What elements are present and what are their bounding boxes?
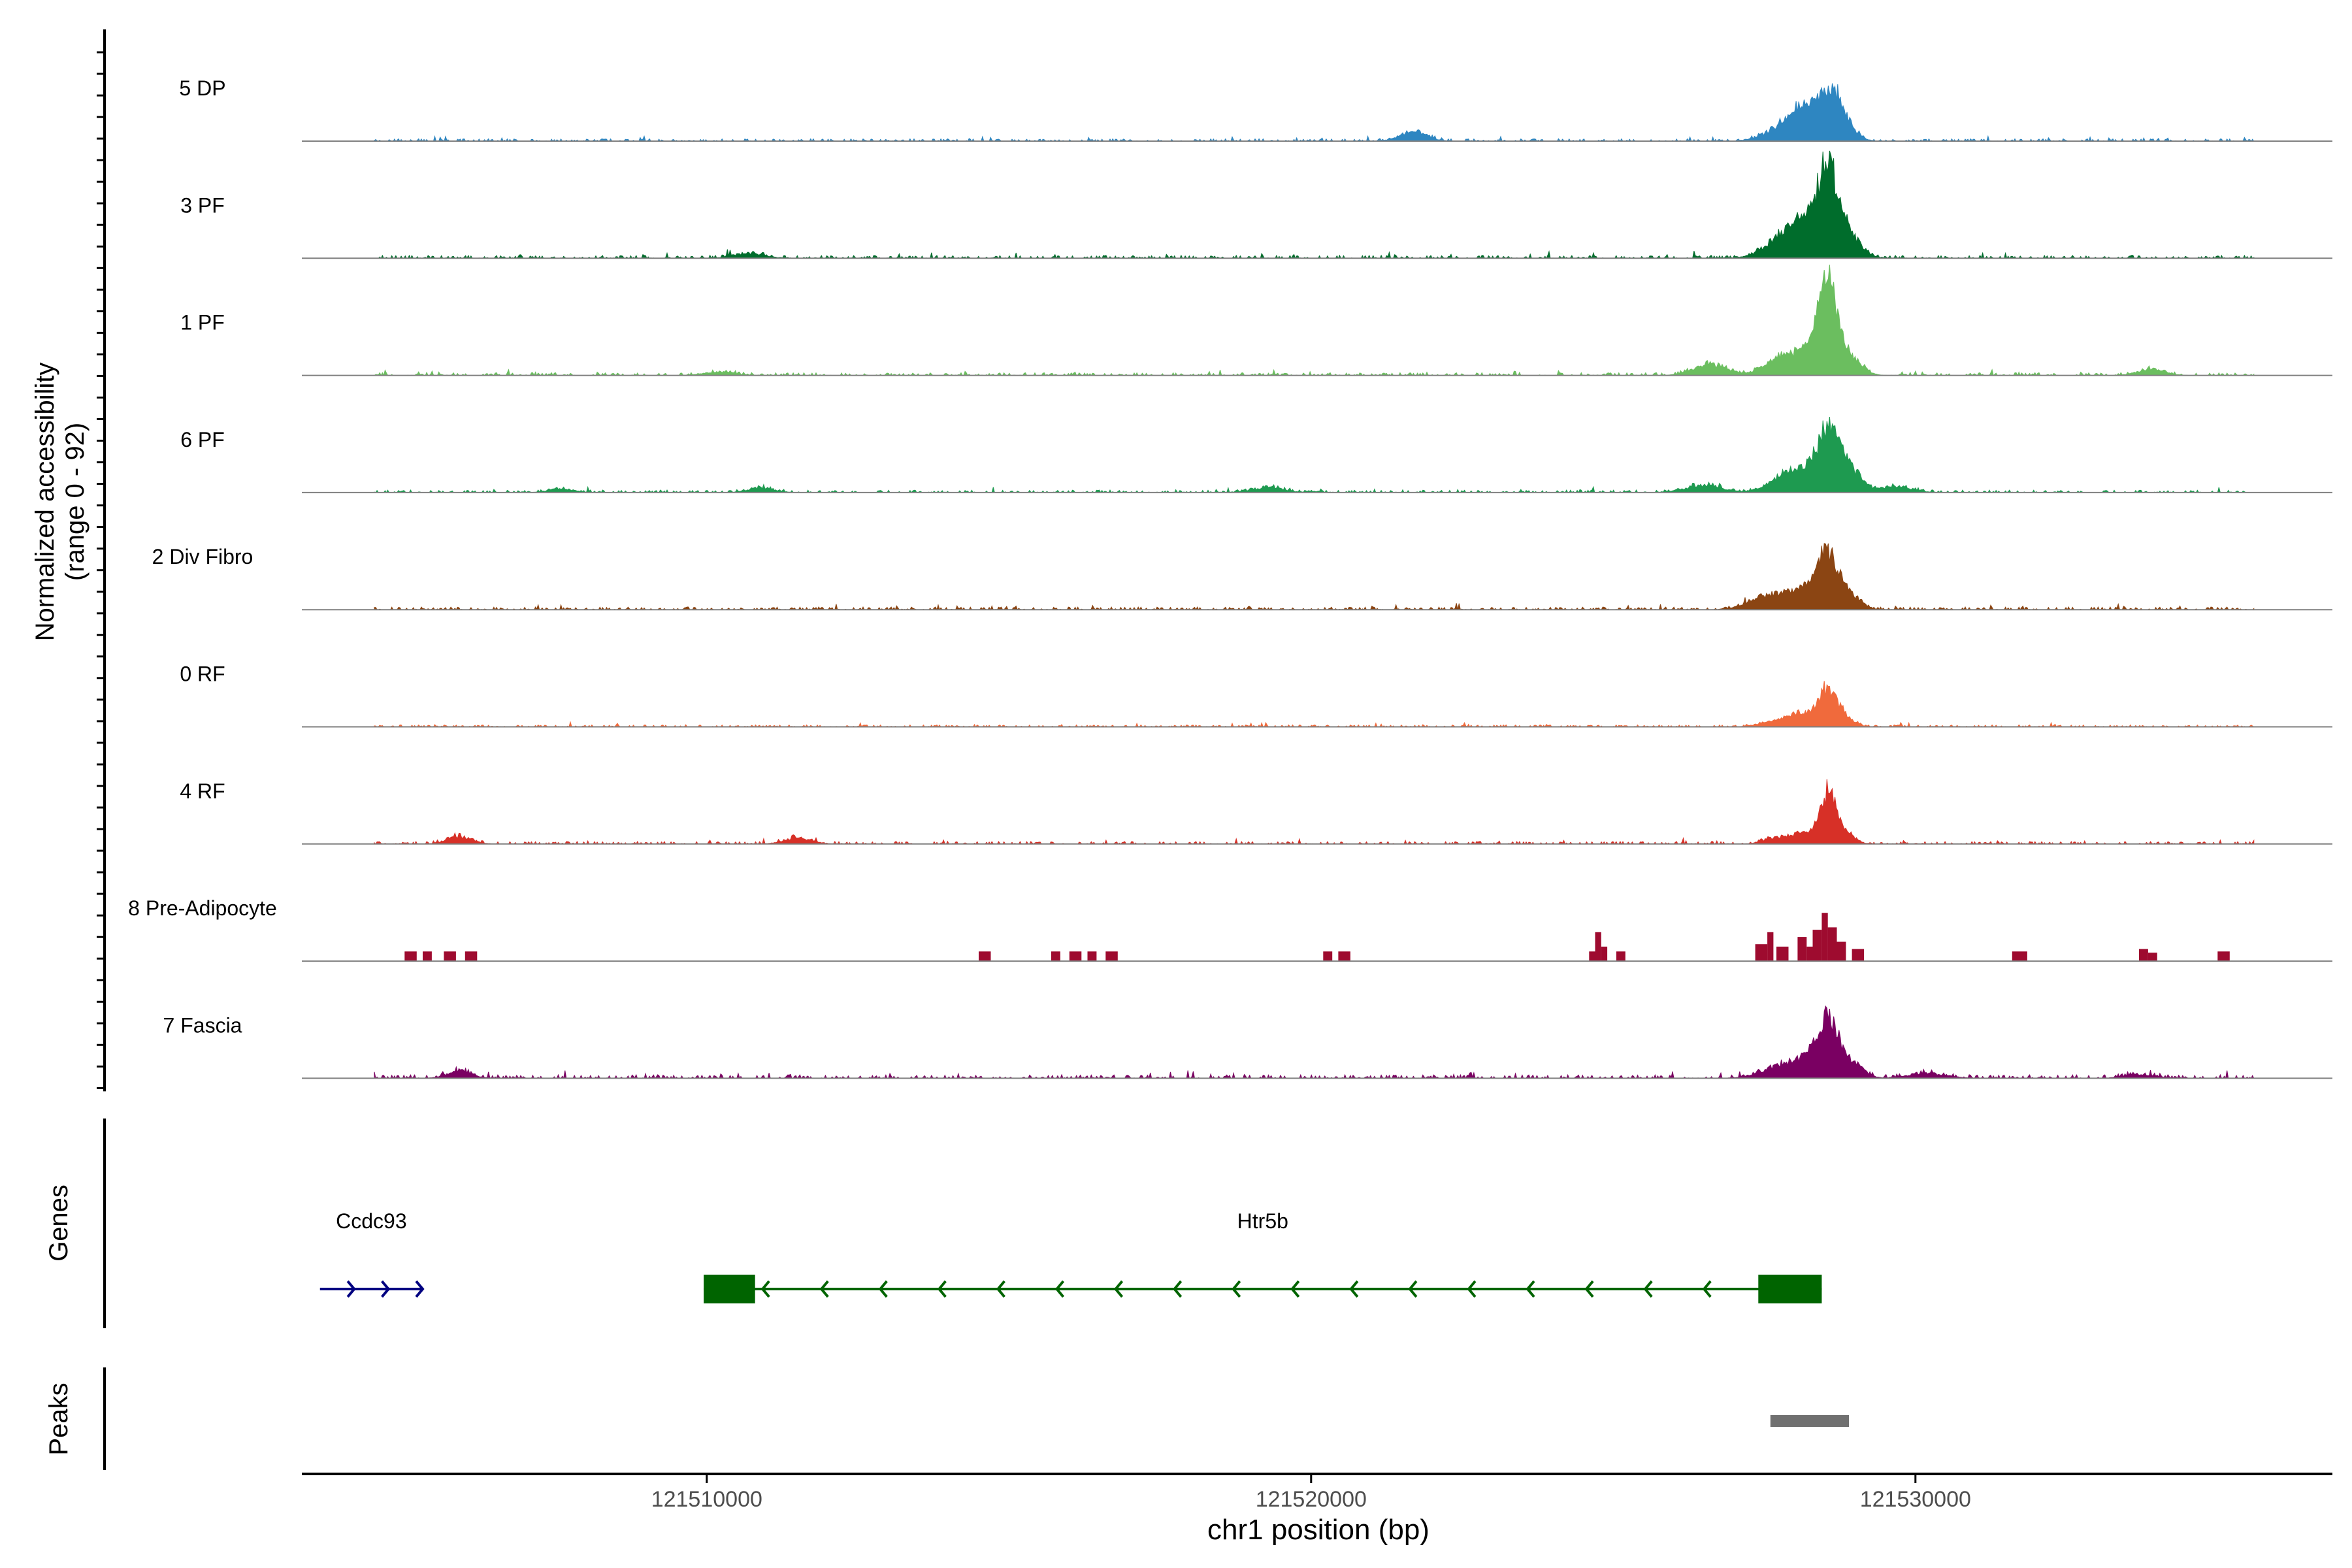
y-axis-label-line2: (range 0 - 92) — [61, 423, 90, 581]
coverage-block — [1051, 951, 1060, 962]
coverage-area — [374, 150, 2255, 259]
track-7-fascia: 7 Fascia — [163, 1005, 2332, 1079]
coverage-block — [1821, 913, 1828, 962]
coverage-block — [2148, 953, 2157, 962]
genes-panel-label: Genes — [44, 1184, 73, 1262]
gene-strand-arrow — [996, 1280, 1005, 1298]
coverage-block — [1837, 941, 1846, 962]
coverage-block — [1589, 951, 1595, 962]
track-label: 0 RF — [180, 662, 225, 686]
track-2-div-fibro: 2 Div Fibro — [152, 543, 2332, 611]
coverage-block — [1852, 949, 1865, 962]
gene-htr5b: Htr5b — [704, 1209, 1822, 1303]
coverage-block — [444, 951, 456, 962]
track-8-pre-adipocyte: 8 Pre-Adipocyte — [128, 896, 2332, 962]
gene-strand-arrow — [937, 1280, 947, 1298]
gene-strand-arrow — [819, 1280, 829, 1298]
coverage-block — [2139, 949, 2148, 962]
track-label: 3 PF — [180, 193, 225, 217]
peak-region — [1770, 1415, 1850, 1427]
track-label: 5 DP — [179, 76, 225, 100]
coverage-block — [1767, 932, 1774, 962]
gene-strand-arrow — [1702, 1280, 1712, 1298]
track-5-dp: 5 DP — [179, 76, 2332, 142]
peaks-panel-label: Peaks — [44, 1382, 73, 1455]
coverage-area — [374, 543, 2255, 611]
coverage-area — [374, 1005, 2255, 1079]
coverage-block — [1797, 937, 1807, 962]
coverage-block — [404, 951, 417, 962]
gene-strand-arrow — [1290, 1280, 1300, 1298]
x-tick-label: 121520000 — [1256, 1487, 1367, 1512]
coverage-block — [1755, 944, 1768, 962]
track-label: 8 Pre-Adipocyte — [128, 896, 277, 920]
track-label: 6 PF — [180, 428, 225, 451]
coverage-area — [373, 265, 2255, 376]
coverage-tracks: 5 DP 3 PF 1 PF 6 PF 2 Div Fibro 0 RF 4 RF 8 Pre… — [128, 76, 2332, 1079]
coverage-block — [1827, 927, 1837, 962]
coverage-area — [374, 681, 2255, 728]
x-axis-label: chr1 position (bp) — [1207, 1514, 1429, 1546]
gene-strand-arrow — [1113, 1280, 1124, 1298]
gene-strand-arrow — [346, 1280, 356, 1298]
gene-strand-arrow — [1467, 1280, 1477, 1298]
coverage-block — [1087, 951, 1097, 962]
track-4-rf: 4 RF — [180, 779, 2332, 845]
gene-strand-arrow — [1232, 1280, 1241, 1298]
gene-label: Htr5b — [1237, 1209, 1288, 1233]
coverage-block — [1616, 951, 1625, 962]
genes-panel: Ccdc93 Htr5b — [319, 1209, 1822, 1303]
gene-exon — [1758, 1275, 1822, 1303]
gene-exon — [704, 1275, 755, 1303]
coverage-area — [374, 779, 2255, 845]
gene-strand-arrow — [415, 1280, 425, 1298]
track-0-rf: 0 RF — [180, 662, 2332, 728]
coverage-block — [1105, 951, 1118, 962]
coverage-block — [465, 951, 478, 962]
x-tick-label: 121510000 — [651, 1487, 762, 1512]
gene-strand-arrow — [381, 1280, 391, 1298]
gene-strand-arrow — [1349, 1280, 1359, 1298]
coverage-area — [374, 83, 2255, 142]
coverage-block — [1338, 951, 1350, 962]
track-1-pf: 1 PF — [180, 265, 2332, 376]
gene-strand-arrow — [1408, 1280, 1418, 1298]
coverage-block — [1069, 951, 1082, 962]
gene-strand-arrow — [1054, 1280, 1065, 1298]
track-label: 2 Div Fibro — [152, 545, 253, 568]
track-6-pf: 6 PF — [180, 416, 2332, 493]
coverage-block — [2012, 951, 2027, 962]
coverage-block — [1776, 946, 1789, 962]
gene-strand-arrow — [1526, 1280, 1535, 1298]
track-label: 1 PF — [180, 311, 225, 335]
coverage-block — [979, 951, 991, 962]
gene-strand-arrow — [760, 1280, 770, 1298]
gene-strand-arrow — [878, 1280, 888, 1298]
coverage-block — [1595, 932, 1601, 962]
x-tick-label: 121530000 — [1860, 1487, 1971, 1512]
track-label: 7 Fascia — [163, 1013, 242, 1037]
gene-strand-arrow — [1643, 1280, 1653, 1298]
coverage-block — [2217, 951, 2230, 962]
coverage-block — [1806, 946, 1813, 962]
peaks-panel — [1770, 1415, 1850, 1427]
track-3-pf: 3 PF — [180, 150, 2332, 259]
coverage-block — [1323, 951, 1333, 962]
accessibility-y-axis — [97, 29, 106, 1092]
coverage-block — [1601, 946, 1608, 962]
gene-ccdc93: Ccdc93 — [319, 1209, 425, 1298]
coverage-block — [423, 951, 432, 962]
y-axis-label-line1: Normalized accessibility — [31, 363, 59, 642]
gene-strand-arrow — [1584, 1280, 1594, 1298]
coverage-block — [1812, 930, 1822, 962]
track-label: 4 RF — [180, 779, 225, 803]
gene-strand-arrow — [1173, 1280, 1183, 1298]
gene-label: Ccdc93 — [336, 1209, 407, 1233]
coverage-area — [374, 416, 2254, 493]
position-x-axis: 121510000 121520000 121530000 — [302, 1473, 2332, 1512]
